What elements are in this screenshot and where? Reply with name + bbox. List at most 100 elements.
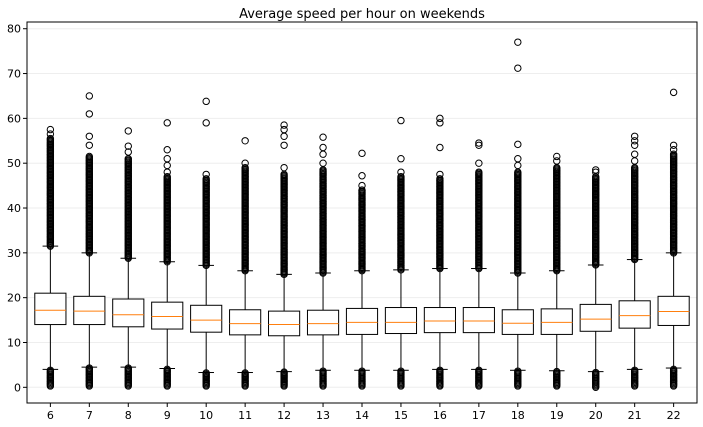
upper-outliers-9 <box>163 172 171 181</box>
x-tick-label-7: 7 <box>86 409 93 422</box>
flier-18 <box>514 140 522 149</box>
flier-11 <box>241 137 249 145</box>
y-tick-label-80: 80 <box>7 23 21 36</box>
y-tick-label-60: 60 <box>7 112 21 125</box>
x-tick-label-16: 16 <box>433 409 447 422</box>
boxes-group <box>34 38 690 392</box>
y-tick-label-10: 10 <box>7 336 21 349</box>
box-15 <box>384 116 418 390</box>
iqr-box-9 <box>151 301 184 330</box>
flier-21 <box>630 141 639 149</box>
x-tick-label-19: 19 <box>550 409 564 422</box>
flier-9 <box>163 119 171 127</box>
upper-outliers-10 <box>202 175 210 183</box>
flier-13 <box>319 150 327 158</box>
flier-20 <box>592 168 600 176</box>
chart-title: Average speed per hour on weekends <box>239 7 485 22</box>
x-tick-label-13: 13 <box>316 409 330 422</box>
iqr-box-10 <box>190 304 223 333</box>
y-tick-label-50: 50 <box>7 157 21 170</box>
flier-13 <box>319 143 327 152</box>
x-tick-label-10: 10 <box>199 409 213 422</box>
box-22 <box>657 88 690 390</box>
flier-15 <box>397 116 405 125</box>
flier-13 <box>319 159 327 167</box>
upper-outliers-14 <box>358 186 366 194</box>
box-17 <box>462 139 495 390</box>
iqr-box-8 <box>112 298 145 328</box>
iqr-box-20 <box>579 303 612 332</box>
iqr-box-15 <box>384 307 418 335</box>
box-8 <box>112 127 145 390</box>
flier-18 <box>514 64 522 72</box>
flier-18 <box>514 38 522 46</box>
flier-6 <box>46 125 55 134</box>
flier-12 <box>280 125 288 134</box>
upper-outliers-7 <box>85 152 94 161</box>
iqr-box-18 <box>501 309 534 335</box>
box-13 <box>306 133 340 390</box>
flier-17 <box>475 141 483 149</box>
x-tick-label-11: 11 <box>238 409 252 422</box>
flier-21 <box>630 137 639 145</box>
iqr-box-11 <box>229 309 262 336</box>
flier-22 <box>669 141 678 149</box>
y-axis: 0 10 20 30 40 50 60 70 80 <box>7 23 27 394</box>
iqr-box-7 <box>73 295 106 326</box>
iqr-box-14 <box>345 307 379 335</box>
flier-10 <box>202 170 210 179</box>
flier-16 <box>436 119 444 127</box>
box-9 <box>151 119 184 390</box>
box-11 <box>229 137 262 390</box>
y-tick-label-30: 30 <box>7 247 21 260</box>
flier-9 <box>163 146 171 154</box>
box-6 <box>34 125 67 390</box>
iqr-box-6 <box>34 292 67 326</box>
flier-7 <box>85 92 94 100</box>
upper-outliers-17 <box>475 168 483 176</box>
flier-17 <box>475 159 483 167</box>
flier-16 <box>436 143 444 152</box>
flier-21 <box>630 132 639 141</box>
iqr-box-12 <box>268 310 301 337</box>
flier-7 <box>85 110 94 118</box>
flier-19 <box>553 157 561 165</box>
x-tick-label-17: 17 <box>472 409 486 422</box>
x-axis: 6 7 8 9 10 11 12 13 14 15 16 17 18 19 20 21 22 <box>47 403 681 422</box>
flier-14 <box>358 149 366 158</box>
flier-14 <box>358 181 366 190</box>
x-tick-label-20: 20 <box>589 409 603 422</box>
upper-outliers-16 <box>436 175 444 183</box>
box-7 <box>73 92 106 390</box>
box-10 <box>190 97 223 390</box>
x-tick-label-12: 12 <box>277 409 291 422</box>
x-tick-label-8: 8 <box>125 409 132 422</box>
flier-15 <box>397 168 405 176</box>
box-21 <box>618 132 651 390</box>
iqr-box-21 <box>618 300 651 329</box>
box-12 <box>268 121 301 390</box>
box-14 <box>345 149 379 390</box>
y-tick-label-70: 70 <box>7 68 21 81</box>
flier-12 <box>280 141 288 149</box>
iqr-box-13 <box>306 309 340 336</box>
iqr-box-17 <box>462 307 495 334</box>
y-tick-label-0: 0 <box>14 381 21 394</box>
flier-17 <box>475 139 483 147</box>
flier-13 <box>319 133 327 141</box>
flier-19 <box>553 152 561 161</box>
x-tick-label-22: 22 <box>667 409 681 422</box>
iqr-box-16 <box>423 307 456 334</box>
flier-16 <box>436 170 444 179</box>
flier-14 <box>358 172 366 180</box>
upper-outliers-22 <box>669 150 678 158</box>
flier-10 <box>202 97 210 106</box>
flier-22 <box>669 146 678 154</box>
flier-9 <box>163 155 171 163</box>
flier-15 <box>397 155 405 163</box>
flier-22 <box>669 88 678 97</box>
flier-18 <box>514 155 522 163</box>
box-20 <box>579 166 612 392</box>
upper-outliers-11 <box>241 163 249 172</box>
